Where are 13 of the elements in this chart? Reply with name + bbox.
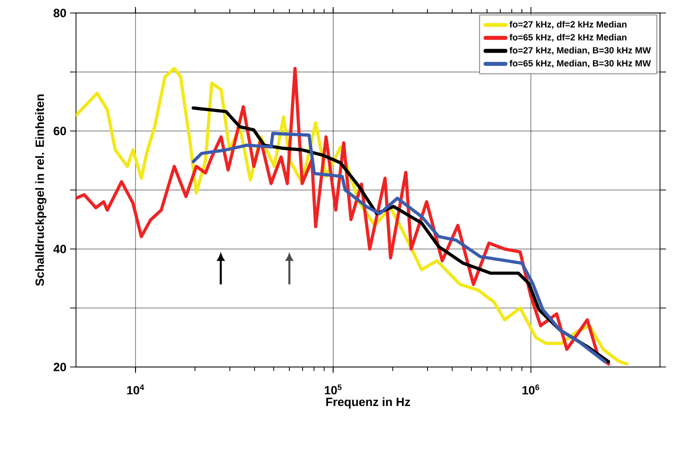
legend-label: fo=27 kHz, df=2 kHz Median: [510, 20, 626, 29]
legend-label: fo=65 kHz, df=2 kHz Median: [510, 34, 626, 42]
y-axis-title: Schalldruckpegel in rel. Einheiten: [35, 94, 46, 286]
y-tick-label: 40: [53, 244, 66, 254]
x-tick-label: 10$^{4}$: [127, 384, 144, 394]
legend-label: fo=27 kHz, Median, B=30 kHz MW: [510, 46, 651, 55]
x-tick-label: 10$^{5}$: [324, 384, 342, 394]
legend-label: fo=65 kHz, Median, B=30 kHz MW: [510, 60, 651, 68]
x-axis-title: Frequenz in Hz: [326, 397, 410, 408]
y-tick-label: 20: [54, 362, 66, 372]
y-tick-label: 60: [54, 126, 66, 136]
y-tick-label: 80: [54, 8, 66, 18]
x-tick-label: 10$^{6}$: [522, 384, 540, 394]
